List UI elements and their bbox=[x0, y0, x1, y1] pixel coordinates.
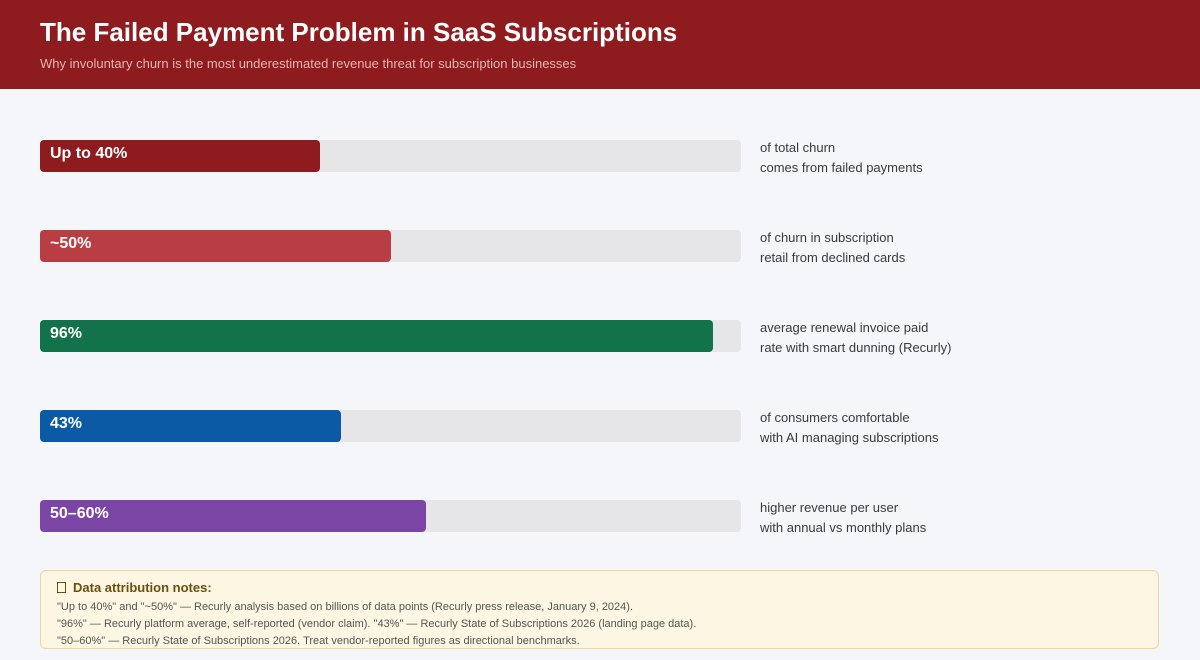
bar-description: higher revenue per user with annual vs mo… bbox=[760, 498, 926, 538]
bar-value-label: 50–60% bbox=[50, 505, 109, 522]
bar-description-line: rate with smart dunning (Recurly) bbox=[760, 340, 952, 355]
bar-description: of total churn comes from failed payments bbox=[760, 138, 923, 178]
bar-track: 50–60% bbox=[40, 500, 741, 532]
page-subtitle: Why involuntary churn is the most undere… bbox=[40, 56, 577, 71]
bar-track: ~50% bbox=[40, 230, 741, 262]
notes-title: Data attribution notes: bbox=[73, 580, 212, 595]
bar-track: Up to 40% bbox=[40, 140, 741, 172]
bar-description-line: of total churn bbox=[760, 140, 836, 155]
page-title: The Failed Payment Problem in SaaS Subsc… bbox=[40, 17, 678, 47]
note-line: "Up to 40%" and "~50%" — Recurly analysi… bbox=[57, 601, 634, 613]
bar-description: of consumers comfortable with AI managing… bbox=[760, 408, 938, 448]
bar: 43% bbox=[40, 410, 341, 442]
bar: 96% bbox=[40, 320, 713, 352]
note-line: "50–60%" — Recurly State of Subscription… bbox=[57, 635, 580, 647]
bar: 50–60% bbox=[40, 500, 426, 532]
bar-value-label: ~50% bbox=[50, 235, 92, 252]
bar-track: 43% bbox=[40, 410, 741, 442]
header-banner: The Failed Payment Problem in SaaS Subsc… bbox=[0, 0, 1200, 89]
bar-description-line: of consumers comfortable bbox=[760, 410, 910, 425]
bar-description-line: comes from failed payments bbox=[760, 160, 923, 175]
note-icon bbox=[57, 582, 66, 593]
bar-track: 96% bbox=[40, 320, 741, 352]
bar-description: average renewal invoice paid rate with sm… bbox=[760, 318, 951, 358]
chart-row: Up to 40% of total churn comes from failed… bbox=[0, 140, 1200, 200]
bar-description-line: of churn in subscription bbox=[760, 230, 894, 245]
chart-row: 43% of consumers comfortable with AI manag… bbox=[0, 410, 1200, 470]
bar-value-label: Up to 40% bbox=[50, 145, 128, 162]
bar-description-line: with annual vs monthly plans bbox=[760, 520, 927, 535]
notes-title-row: Data attribution notes: bbox=[57, 580, 212, 595]
chart-row: ~50% of churn in subscription retail from … bbox=[0, 230, 1200, 290]
bar-value-label: 43% bbox=[50, 415, 83, 432]
bar-description-line: average renewal invoice paid bbox=[760, 320, 929, 335]
bar: Up to 40% bbox=[40, 140, 320, 172]
bar-value-label: 96% bbox=[50, 325, 83, 342]
bar-description-line: retail from declined cards bbox=[760, 250, 906, 265]
bar: ~50% bbox=[40, 230, 391, 262]
bar-description: of churn in subscription retail from decl… bbox=[760, 228, 905, 268]
bar-description-line: with AI managing subscriptions bbox=[760, 430, 939, 445]
chart-row: 50–60% higher revenue per user with annual… bbox=[0, 500, 1200, 560]
note-line: "96%" — Recurly platform average, self-r… bbox=[57, 618, 697, 630]
bar-description-line: higher revenue per user bbox=[760, 500, 899, 515]
attribution-notes: Data attribution notes: "Up to 40%" and … bbox=[40, 570, 1159, 649]
chart-row: 96% average renewal invoice paid rate with… bbox=[0, 320, 1200, 380]
